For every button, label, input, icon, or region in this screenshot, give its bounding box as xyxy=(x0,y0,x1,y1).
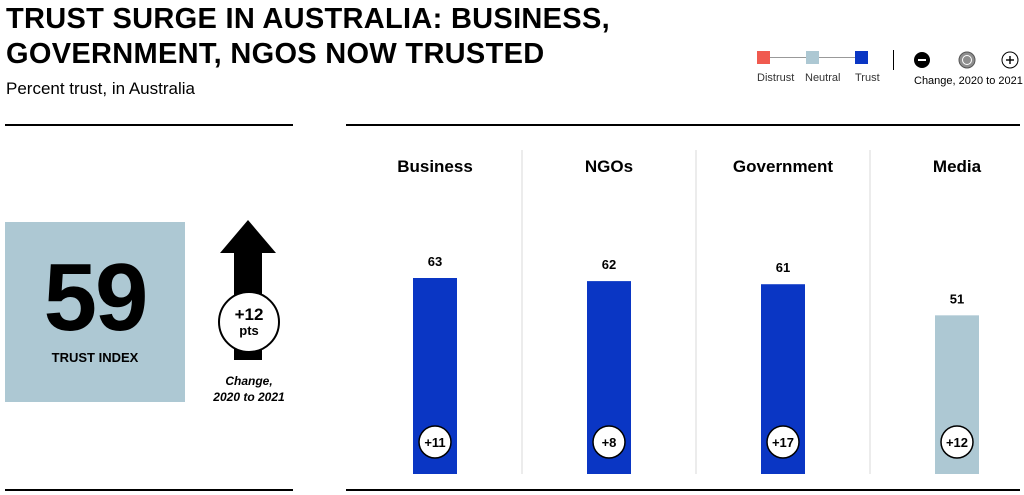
change-label-government: +17 xyxy=(772,435,794,450)
legend-label-distrust: Distrust xyxy=(757,72,795,84)
value-label-government: 61 xyxy=(776,260,790,275)
category-label-media: Media xyxy=(933,157,982,176)
trust-index-value: 59 xyxy=(43,244,149,351)
trust-index-label: TRUST INDEX xyxy=(51,350,139,365)
trust-index-change-caption-line-2: 2020 to 2021 xyxy=(213,390,285,404)
legend-swatch-trust xyxy=(855,51,868,64)
title-line-1: TRUST SURGE IN AUSTRALIA: BUSINESS, xyxy=(6,3,610,35)
trust-index-change-unit: pts xyxy=(239,323,259,338)
trust-index-change-badge: +12 pts xyxy=(218,291,280,353)
value-label-business: 63 xyxy=(428,254,442,269)
change-label-business: +11 xyxy=(424,435,445,450)
legend-separator xyxy=(893,50,894,70)
change-decrease-icon xyxy=(914,52,930,68)
trust-index-box: 59 TRUST INDEX xyxy=(5,222,185,402)
legend-swatch-neutral xyxy=(806,51,819,64)
rule-top-left xyxy=(5,124,293,126)
change-label-media: +12 xyxy=(946,435,968,450)
title-line-2: GOVERNMENT, NGOS NOW TRUSTED xyxy=(6,38,545,70)
legend-change-label: Change, 2020 to 2021 xyxy=(914,75,1023,87)
change-increase-icon xyxy=(1001,51,1019,69)
change-badge-ngos xyxy=(592,425,626,459)
change-badge-business xyxy=(418,425,452,459)
page-title: TRUST SURGE IN AUSTRALIA: BUSINESS, GOVE… xyxy=(6,2,706,72)
category-label-business: Business xyxy=(397,157,473,176)
trust-index-change-caption: Change, 2020 to 2021 xyxy=(198,373,300,405)
category-label-ngos: NGOs xyxy=(585,157,633,176)
rule-bottom-left xyxy=(5,489,293,491)
change-badge-media xyxy=(940,425,974,459)
legend-label-trust: Trust xyxy=(855,72,880,84)
legend-swatch-distrust xyxy=(757,51,770,64)
rule-bottom-right xyxy=(346,489,1020,491)
legend-label-neutral: Neutral xyxy=(805,72,841,84)
value-label-ngos: 62 xyxy=(602,257,616,272)
value-label-media: 51 xyxy=(950,291,964,306)
change-neutral-icon xyxy=(958,51,976,69)
change-badge-government xyxy=(766,425,800,459)
trust-index-change-value: +12 xyxy=(234,305,264,324)
trust-index-change-caption-line-1: Change, xyxy=(225,374,273,388)
category-label-government: Government xyxy=(733,157,833,176)
change-label-ngos: +8 xyxy=(602,435,617,450)
subtitle: Percent trust, in Australia xyxy=(6,79,195,98)
rule-top-right xyxy=(346,124,1020,126)
